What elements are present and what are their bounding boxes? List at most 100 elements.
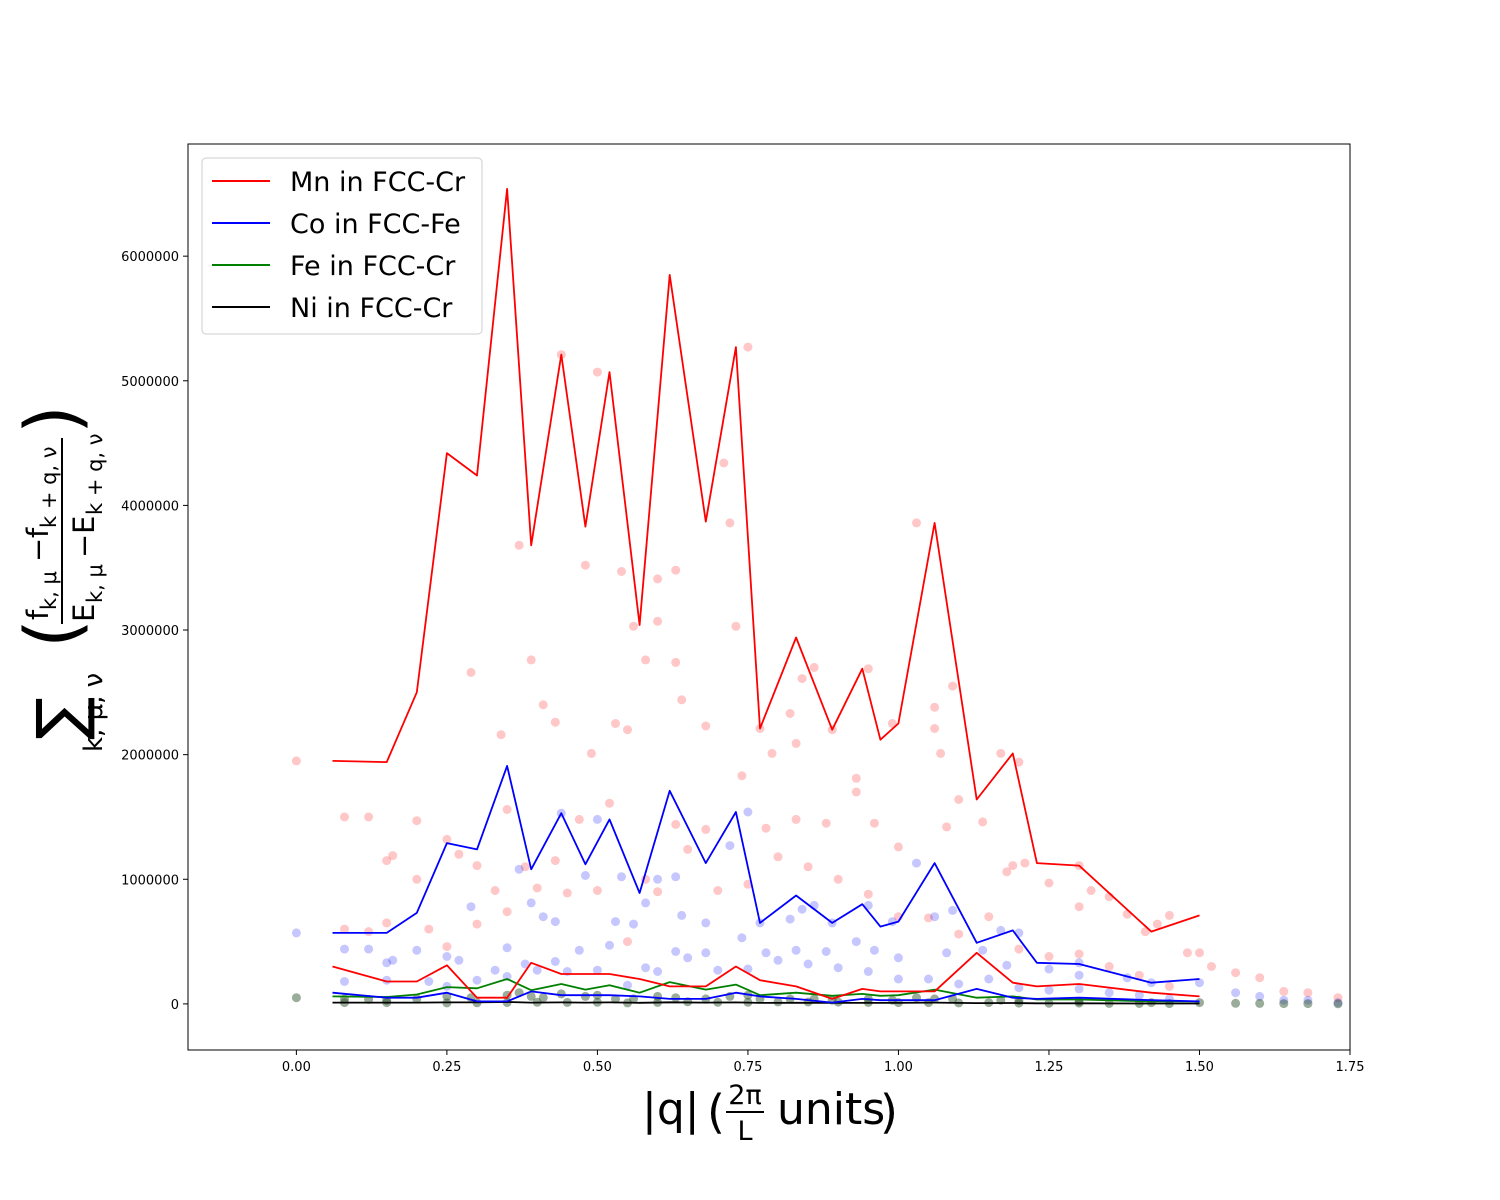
legend-label: Ni in FCC-Cr	[290, 293, 453, 324]
scatter-point	[863, 664, 873, 674]
scatter-point	[442, 952, 452, 961]
x-axis-title: |q| ( 2π L units )	[642, 1080, 898, 1147]
scatter-point	[869, 945, 879, 955]
scatter-point	[863, 967, 873, 976]
scatter-point	[653, 967, 663, 976]
scatter-point	[1333, 999, 1343, 1009]
scatter-point	[1231, 968, 1241, 978]
scatter-point	[1195, 948, 1204, 958]
svg-text:L: L	[737, 1116, 752, 1147]
scatter-point	[466, 667, 476, 677]
scatter-point	[653, 874, 663, 884]
scatter-point	[1008, 861, 1018, 871]
scatter-point	[761, 948, 771, 958]
svg-text:): )	[10, 405, 96, 434]
scatter-point	[1014, 983, 1024, 993]
scatter-point	[821, 818, 831, 828]
scatter-point	[1333, 993, 1343, 1003]
scatter-point	[580, 560, 590, 570]
scatter-point	[382, 856, 392, 866]
scatter-point	[773, 997, 783, 1007]
svg-text:E: E	[67, 604, 101, 622]
scatter-point	[1207, 962, 1216, 971]
scatter-point	[701, 824, 711, 834]
scatter-point	[611, 719, 620, 728]
scatter-point	[773, 852, 783, 862]
scatter-point	[930, 702, 940, 712]
scatter-point	[472, 975, 482, 985]
scatter-point	[611, 917, 620, 927]
scatter-point	[1303, 999, 1313, 1009]
scatter-point	[364, 812, 374, 822]
scatter-point	[713, 886, 723, 895]
scatter-point	[412, 945, 422, 955]
scatter-point	[942, 822, 952, 832]
scatter-point	[291, 756, 301, 766]
scatter-point	[1231, 988, 1241, 998]
svg-text:k, μ: k, μ	[37, 571, 61, 610]
scatter-point	[743, 879, 753, 889]
scatter-point	[1104, 988, 1114, 998]
scatter-point	[1255, 973, 1265, 983]
scatter-point	[785, 914, 795, 924]
scatter-point	[1152, 919, 1162, 929]
x-tick-label: 1.50	[1185, 1060, 1214, 1075]
x-tick-label: 1.25	[1034, 1060, 1063, 1075]
scatter-point	[592, 367, 602, 377]
scatter-point	[412, 874, 422, 884]
scatter-point	[550, 856, 560, 866]
scatter-point	[532, 883, 542, 893]
scatter-point	[701, 948, 711, 958]
scatter-point	[791, 738, 801, 748]
scatter-point	[803, 959, 813, 969]
legend-label: Co in FCC-Fe	[290, 209, 461, 240]
scatter-point	[490, 965, 500, 975]
svg-text:(: (	[10, 619, 96, 648]
scatter-point	[996, 748, 1006, 758]
y-tick-label: 1000000	[121, 873, 179, 888]
scatter-point	[948, 905, 958, 915]
scatter-point	[671, 993, 681, 1003]
y-tick-label: 2000000	[121, 749, 179, 764]
svg-text:k + q, ν: k + q, ν	[37, 446, 61, 528]
scatter-point	[924, 913, 933, 923]
scatter-point	[382, 975, 392, 985]
scatter-point	[382, 918, 392, 928]
legend: Mn in FCC-Cr Co in FCC-Fe Fe in FCC-Cr Ni i…	[201, 157, 483, 335]
scatter-point	[617, 872, 626, 882]
scatter-point	[532, 965, 542, 975]
x-tick-label: 0.25	[432, 1060, 461, 1075]
scatter-point	[954, 929, 964, 939]
svg-text:−: −	[21, 538, 55, 562]
scatter-point	[291, 993, 301, 1003]
scatter-point	[580, 871, 590, 880]
scatter-point	[605, 798, 614, 808]
scatter-point	[1014, 944, 1024, 954]
scatter-point	[466, 902, 476, 912]
scatter-point	[592, 886, 602, 895]
scatter-point	[641, 655, 651, 665]
scatter-point	[556, 989, 566, 999]
scatter-point	[743, 342, 753, 352]
scatter-point	[1074, 949, 1084, 959]
scatter-point	[454, 849, 464, 859]
svg-text:(: (	[707, 1085, 725, 1139]
scatter-point	[580, 991, 590, 1001]
svg-text:f: f	[21, 527, 55, 538]
scatter-point	[803, 862, 813, 872]
scatter-point	[442, 942, 452, 952]
scatter-point	[1104, 962, 1114, 971]
scatter-point	[809, 662, 819, 672]
scatter-point	[514, 864, 524, 874]
scatter-point	[737, 771, 747, 781]
scatter-point	[1044, 952, 1054, 961]
scatter-point	[340, 944, 349, 954]
x-axis: 0.00 0.25 0.50 0.75 1.00 1.25 1.50 1.75	[282, 1050, 1365, 1075]
svg-text:k, μ: k, μ	[83, 564, 107, 603]
scatter-point	[1014, 757, 1024, 767]
y-tick-label: 6000000	[121, 250, 179, 265]
scatter-point	[930, 724, 940, 733]
x-tick-label: 1.75	[1336, 1060, 1365, 1075]
scatter-point	[948, 681, 958, 691]
y-tick-label: 5000000	[121, 375, 179, 390]
